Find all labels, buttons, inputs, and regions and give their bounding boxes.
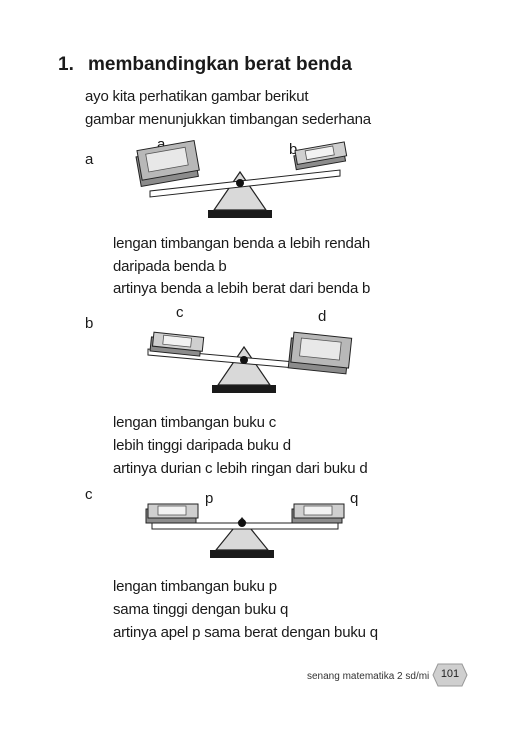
scale-fulcrum [212, 170, 268, 211]
section-c-line-3: artinya apel p sama berat dengan buku q [113, 624, 378, 641]
heading-title: membandingkan berat benda [88, 54, 352, 75]
section-a-line-2: daripada benda b [113, 258, 227, 275]
book-p-icon [145, 503, 199, 524]
scale-base [208, 210, 272, 218]
scale-fulcrum [216, 345, 272, 386]
section-a-line-3: artinya benda a lebih berat dari benda b [113, 280, 371, 297]
scale-a-right-label: b [289, 141, 298, 158]
section-c-letter: c [85, 486, 93, 503]
scale-diagram-c [145, 503, 345, 558]
section-a-line-1: lengan timbangan benda a lebih rendah [113, 235, 370, 252]
section-c-line-1: lengan timbangan buku p [113, 578, 277, 595]
page-number: 101 [440, 668, 460, 680]
scale-b-left-label: c [176, 304, 184, 321]
scale-c-left-label: p [205, 490, 214, 507]
scale-diagram-b [147, 331, 353, 393]
scale-a-left-label: a [157, 136, 166, 153]
scale-c-right-label: q [350, 490, 359, 507]
section-b-line-3: artinya durian c lebih ringan dari buku … [113, 460, 368, 477]
footer-book-title: senang matematika 2 sd/mi [307, 671, 430, 682]
scale-fulcrum [214, 517, 270, 551]
section-b-line-1: lengan timbangan buku c [113, 414, 277, 431]
heading-number: 1. [58, 54, 74, 75]
pivot-dot [240, 356, 248, 364]
book-q-icon [291, 503, 345, 524]
scale-diagram-a [135, 140, 348, 218]
book-b-icon [293, 141, 348, 171]
scale-b-right-label: d [318, 308, 327, 325]
book-d-icon [287, 331, 353, 375]
scale-base [212, 385, 276, 393]
section-b-letter: b [85, 315, 94, 332]
page-number-badge [432, 663, 468, 687]
pivot-dot [238, 519, 246, 527]
intro-line-1: ayo kita perhatikan gambar berikut [85, 88, 309, 105]
section-a-letter: a [85, 151, 94, 168]
scale-beam [149, 169, 341, 198]
intro-line-2: gambar menunjukkan timbangan sederhana [85, 111, 371, 128]
book-a-icon [135, 140, 200, 188]
book-c-icon [149, 331, 205, 357]
section-c-line-2: sama tinggi dengan buku q [113, 601, 289, 618]
section-b-line-2: lebih tinggi daripada buku d [113, 437, 291, 454]
scale-base [210, 550, 274, 558]
pivot-dot [236, 179, 244, 187]
section-heading: 1. membandingkan berat benda [58, 54, 352, 76]
